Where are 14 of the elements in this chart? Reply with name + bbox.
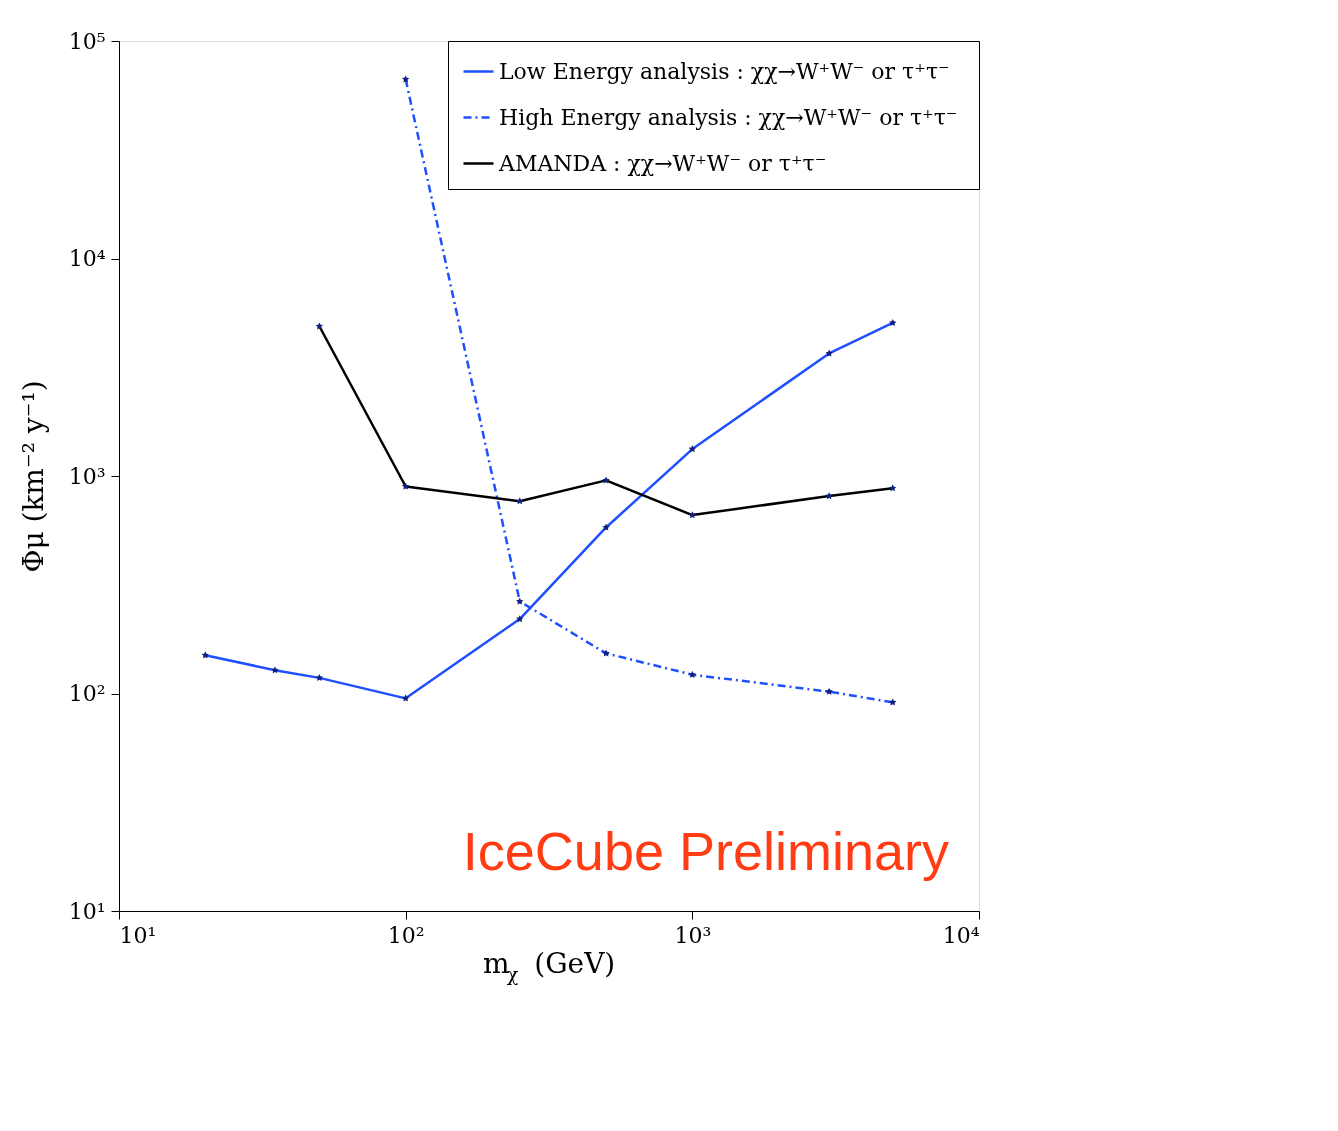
x-tick-label: 10² [387, 922, 425, 948]
y-tick-label: 10⁵ [68, 28, 106, 54]
x-tick-label: 10³ [674, 922, 712, 948]
legend-label: AMANDA : χχ→W⁺W⁻ or τ⁺τ⁻ [498, 150, 827, 176]
y-tick-label: 10² [68, 681, 106, 706]
legend-label: High Energy analysis : χχ→W⁺W⁻ or τ⁺τ⁻ [499, 104, 958, 130]
y-tick-label: 10¹ [68, 898, 106, 924]
x-tick-label: 10⁴ [942, 922, 980, 948]
legend-label: Low Energy analysis : χχ→W⁺W⁻ or τ⁺τ⁻ [499, 58, 950, 84]
x-tick-label: 10¹ [119, 922, 157, 948]
y-tick-label: 10⁴ [68, 246, 106, 271]
y-tick-label: 10³ [68, 463, 106, 489]
annotation: IceCube Preliminary [462, 821, 949, 881]
y-axis-title: Φμ (km⁻² y⁻¹) [16, 380, 50, 573]
